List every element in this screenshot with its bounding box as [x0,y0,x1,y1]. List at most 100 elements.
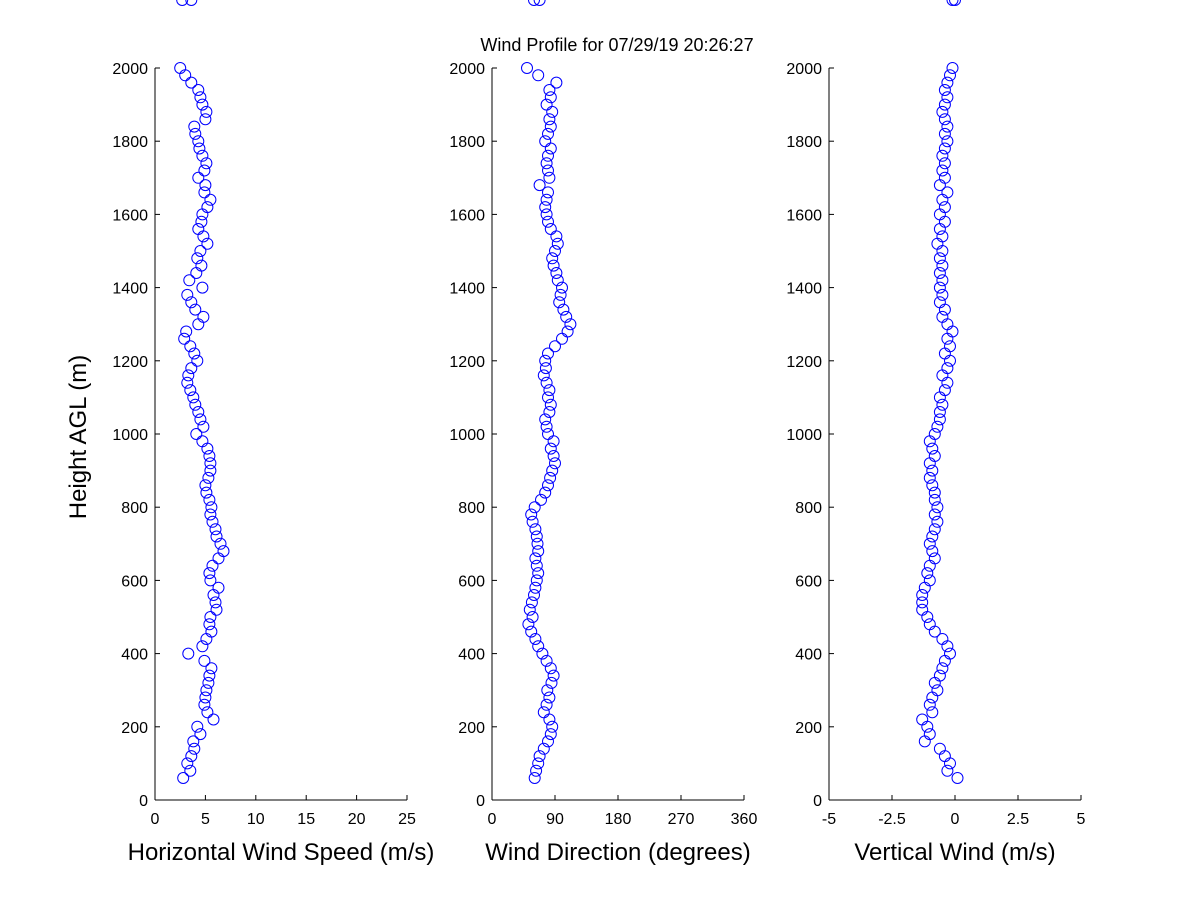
data-point [196,640,209,653]
data-point [539,486,552,499]
data-point [923,698,936,711]
data-point [204,193,217,206]
data-point [926,479,939,492]
x-tick-label: 0 [951,811,960,828]
data-point [933,208,946,221]
data-point [196,281,209,294]
data-point [936,259,949,272]
data-point [179,69,192,82]
y-tick-label: 1400 [449,281,485,298]
data-point [936,105,949,118]
data-point [547,450,560,462]
data-point [192,406,205,418]
data-point [542,347,554,360]
data-point [923,457,936,470]
data-point [210,603,223,616]
data-point [941,640,954,653]
data-point [543,113,556,126]
data-point [936,245,949,257]
data-point [193,142,206,155]
data-point [192,171,205,184]
data-point [198,698,211,711]
data-point [192,318,205,331]
y-tick-label: 1200 [112,354,148,371]
data-point [938,113,951,126]
x-tick-label: 25 [398,811,416,828]
data-point [941,764,954,777]
x-tick-label: -2.5 [878,811,906,828]
data-point [189,127,202,140]
x-axis-label: Vertical Wind (m/s) [854,839,1055,866]
data-point [198,186,211,199]
x-tick-label: 0 [151,811,160,828]
y-tick-label: 0 [813,793,822,810]
data-point [533,179,546,192]
data-point [540,376,553,389]
data-point [546,720,559,733]
data-point [528,589,540,601]
data-point [525,596,538,609]
data-point [543,84,556,96]
data-point [544,662,557,675]
data-point [944,69,956,82]
data-point [531,537,544,550]
data-point [217,545,230,558]
data-point [203,493,216,506]
data-point [542,149,554,162]
data-point [537,742,550,755]
data-point [933,296,946,309]
data-point [933,252,946,265]
data-point [184,340,197,353]
data-point [539,413,552,426]
data-point [926,706,939,719]
data-point [530,530,543,543]
data-point [938,654,951,667]
data-point [532,640,545,653]
data-point [550,76,563,89]
data-point [201,201,214,214]
data-point [549,245,561,257]
data-point [933,223,946,235]
y-tick-label: 800 [795,500,822,517]
data-point [196,98,209,111]
data-point [916,713,929,726]
data-point [540,98,553,111]
data-point [941,120,954,133]
y-tick-label: 1400 [112,281,148,298]
data-point [938,347,951,360]
data-point [183,274,196,287]
data-point [194,245,207,257]
data-point [546,105,559,118]
data-point [529,633,542,645]
data-point [543,406,556,418]
y-tick-label: 1800 [786,134,822,151]
data-point [540,208,553,221]
data-point [204,508,217,521]
data-point [941,362,954,375]
x-tick-label: 0 [488,811,497,828]
data-point [197,420,210,433]
data-point [528,0,540,6]
data-point [918,735,931,748]
data-point [928,428,941,440]
y-tick-label: 1000 [112,427,148,444]
y-tick-label: 600 [121,573,148,590]
data-point [544,442,557,455]
data-point [547,259,560,272]
data-point [928,523,941,536]
data-point [936,149,949,162]
data-point [539,362,552,375]
panel-1: 0 200 400 600 800 1000 1200 1400 1600 1800 2000 0 5 1… [112,0,434,866]
data-point [544,120,557,133]
data-point [182,647,195,660]
data-point [203,567,216,580]
data-point [188,347,201,360]
panel-2: 0 200 400 600 800 1000 1200 1400 1600 1800 2000 0 90… [449,0,757,866]
data-point [533,750,546,763]
data-point [926,530,939,543]
y-tick-label: 400 [795,647,822,664]
data-point [542,428,554,440]
data-point [187,391,200,404]
y-tick-label: 1800 [449,134,485,151]
